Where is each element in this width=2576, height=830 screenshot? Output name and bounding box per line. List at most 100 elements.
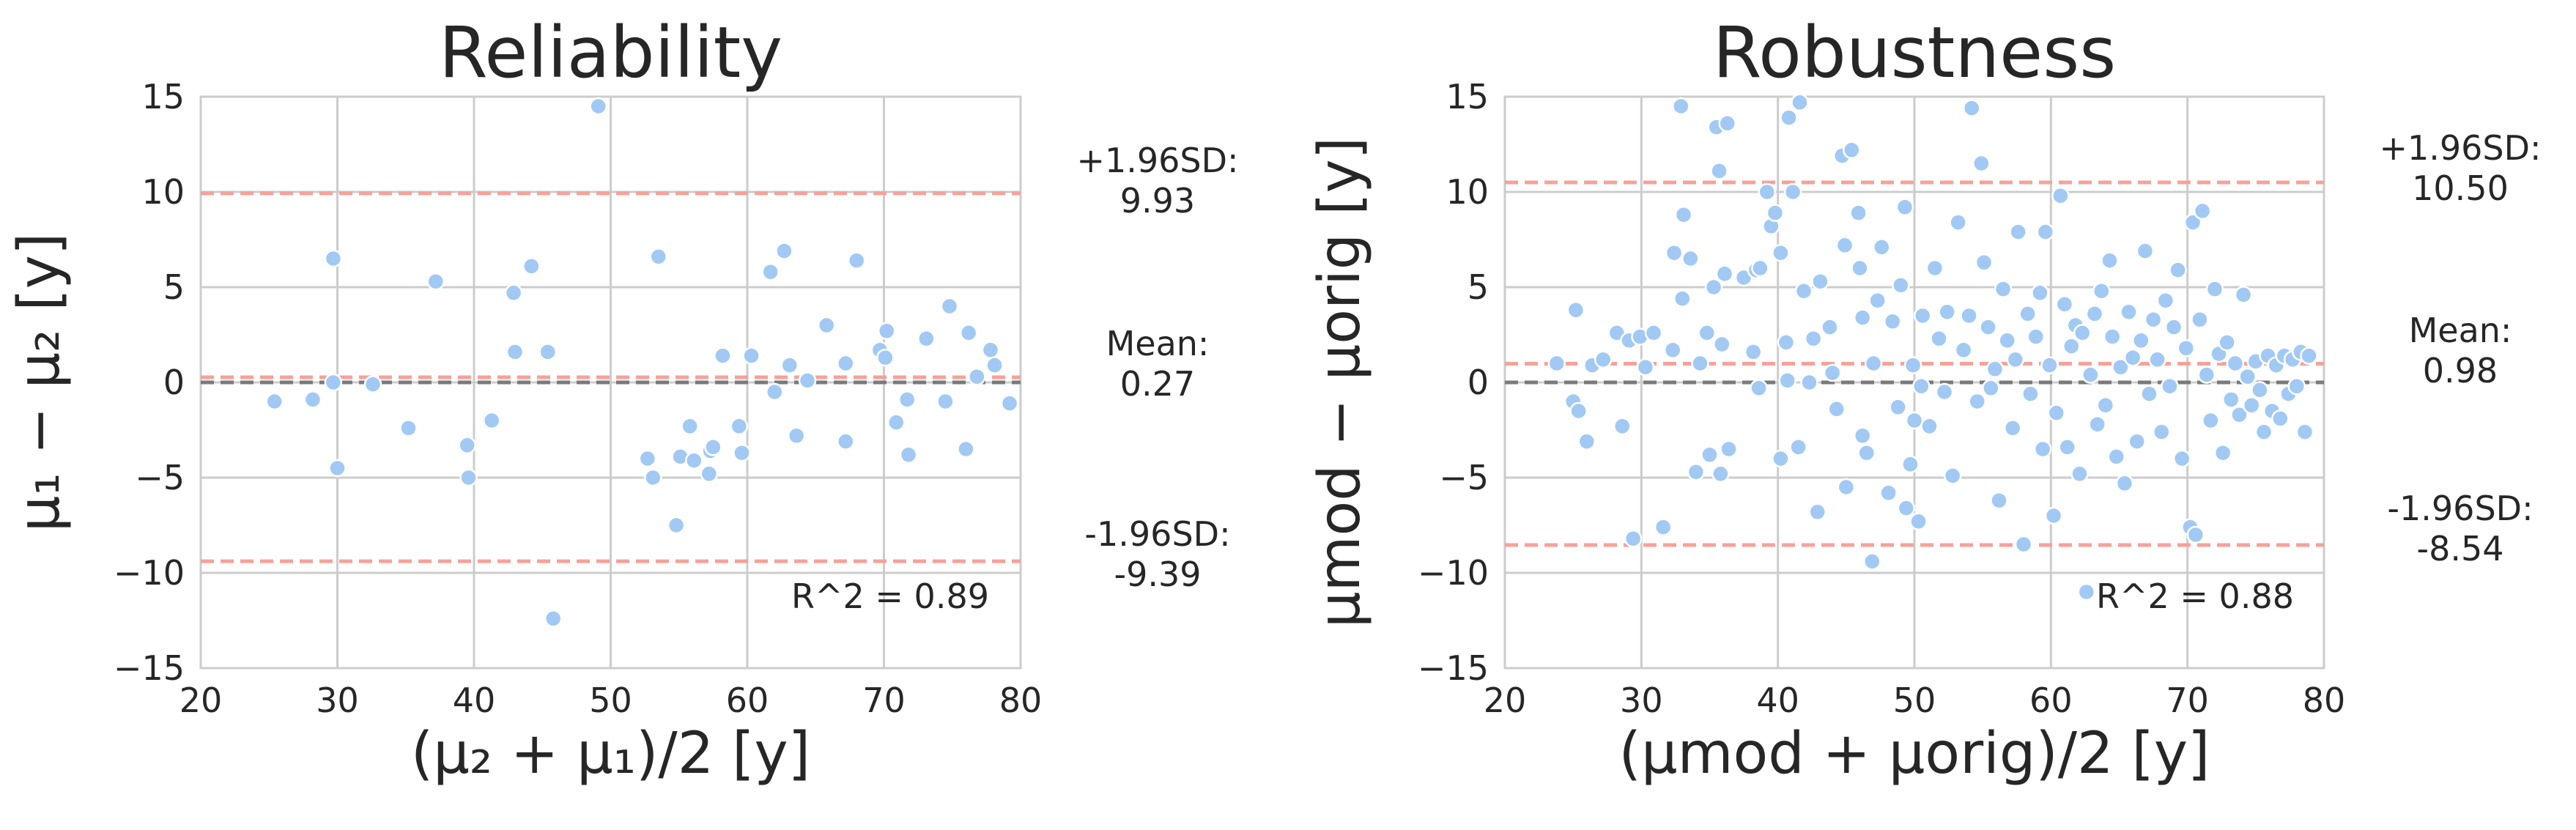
scatter-point xyxy=(1800,373,1818,392)
scatter-point xyxy=(328,459,347,478)
scatter-point xyxy=(2144,310,2163,329)
chart-title: Reliability xyxy=(439,12,782,94)
scatter-point xyxy=(1665,243,1684,262)
scatter-point xyxy=(985,356,1004,374)
scatter-point xyxy=(704,438,722,456)
scatter-point xyxy=(1960,306,1978,325)
scatter-point xyxy=(1681,249,1700,268)
scatter-point xyxy=(1935,382,1954,401)
y-axis-label: μmod − μorig [y] xyxy=(1307,137,1373,628)
scatter-point xyxy=(1994,280,2013,298)
x-tick-label: 30 xyxy=(1620,681,1663,720)
scatter-point xyxy=(2036,223,2055,241)
y-tick-label: 15 xyxy=(1446,77,1489,116)
scatter-point xyxy=(1547,354,1566,373)
scatter-point xyxy=(2218,333,2236,352)
upper-sd-label: +1.96SD: xyxy=(1076,141,1238,180)
scatter-point xyxy=(544,609,563,628)
upper-sd-value: 9.93 xyxy=(1120,181,1195,221)
scatter-point xyxy=(2202,411,2220,430)
scatter-point xyxy=(887,413,906,431)
scatter-point xyxy=(324,373,343,392)
scatter-point xyxy=(2213,443,2232,462)
chart-panel-1: 20 30 40 50 60 70 80151050−5−10−15Reliability(… xyxy=(7,12,1239,787)
scatter-point xyxy=(1577,432,1596,451)
x-tick-label: 50 xyxy=(1893,681,1936,720)
scatter-point xyxy=(2238,367,2257,386)
x-axis-label: (μmod + μorig)/2 [y] xyxy=(1619,721,2210,787)
scatter-point xyxy=(2300,347,2318,365)
scatter-point xyxy=(2044,506,2063,525)
scatter-point xyxy=(1949,213,1967,231)
scatter-point xyxy=(1853,426,1872,445)
scatter-point xyxy=(940,297,959,316)
scatter-point xyxy=(1853,308,1872,327)
scatter-point xyxy=(638,449,657,468)
scatter-point xyxy=(2205,280,2224,298)
scatter-point xyxy=(2295,423,2314,441)
scatter-point xyxy=(538,343,557,361)
scatter-point xyxy=(2191,310,2209,329)
mean-label: Mean: xyxy=(2409,311,2512,350)
scatter-point xyxy=(1713,335,1731,354)
scatter-point xyxy=(324,249,343,268)
scatter-point xyxy=(1777,333,1796,352)
scatter-point xyxy=(837,354,855,373)
scatter-point xyxy=(1954,341,1973,360)
x-tick-label: 50 xyxy=(589,681,632,720)
mean-value: 0.98 xyxy=(2423,351,2498,390)
scatter-point xyxy=(1673,289,1692,308)
scatter-point xyxy=(2092,281,2111,300)
scatter-point xyxy=(1857,443,1876,462)
scatter-point xyxy=(2021,385,2040,403)
scatter-point xyxy=(2234,286,2253,304)
scatter-point xyxy=(733,443,751,462)
scatter-point xyxy=(459,468,478,487)
scatter-point xyxy=(1968,392,1986,411)
scatter-point xyxy=(2153,423,2171,441)
scatter-point xyxy=(1930,329,1948,348)
lower-sd-value: -8.54 xyxy=(2416,529,2503,568)
scatter-point xyxy=(2271,410,2290,428)
scatter-point xyxy=(1783,182,1802,201)
scatter-point xyxy=(876,348,895,367)
r-squared-annotation: R^2 = 0.88 xyxy=(2096,577,2294,616)
scatter-point xyxy=(2183,213,2202,231)
scatter-point xyxy=(265,392,284,411)
scatter-point xyxy=(1654,518,1673,536)
scatter-point xyxy=(2085,305,2104,323)
scatter-point xyxy=(1766,204,1785,222)
scatter-point xyxy=(1811,272,1829,291)
scatter-point xyxy=(2077,582,2096,601)
scatter-point xyxy=(798,371,817,390)
scatter-point xyxy=(1687,462,1706,481)
scatter-point xyxy=(506,343,525,361)
scatter-point xyxy=(2031,284,2049,303)
y-axis-label: μ₁ − μ₂ [y] xyxy=(7,233,73,533)
scatter-point xyxy=(1909,512,1928,531)
scatter-point xyxy=(2148,350,2166,369)
scatter-point xyxy=(2006,350,2025,369)
scatter-point xyxy=(981,341,1000,360)
scatter-point xyxy=(399,419,418,437)
scatter-point xyxy=(1780,108,1798,127)
scatter-point xyxy=(685,451,703,470)
scatter-point xyxy=(1979,318,1997,336)
scatter-point xyxy=(2018,305,2037,323)
scatter-point xyxy=(959,324,978,342)
scatter-point xyxy=(2193,201,2212,221)
scatter-point xyxy=(2040,356,2059,374)
scatter-point xyxy=(1892,276,1910,294)
y-tick-label: 10 xyxy=(1446,172,1489,212)
scatter-point xyxy=(1700,445,1719,464)
scatter-point xyxy=(1851,259,1869,278)
scatter-point xyxy=(1720,440,1738,459)
scatter-point xyxy=(1569,401,1588,420)
y-tick-label: −5 xyxy=(1439,458,1489,497)
scatter-point xyxy=(2051,186,2070,205)
scatter-point xyxy=(1895,198,1914,217)
scatter-point xyxy=(1794,281,1813,300)
scatter-point xyxy=(1624,529,1643,548)
scatter-point xyxy=(2164,318,2183,336)
scatter-point xyxy=(837,432,855,451)
